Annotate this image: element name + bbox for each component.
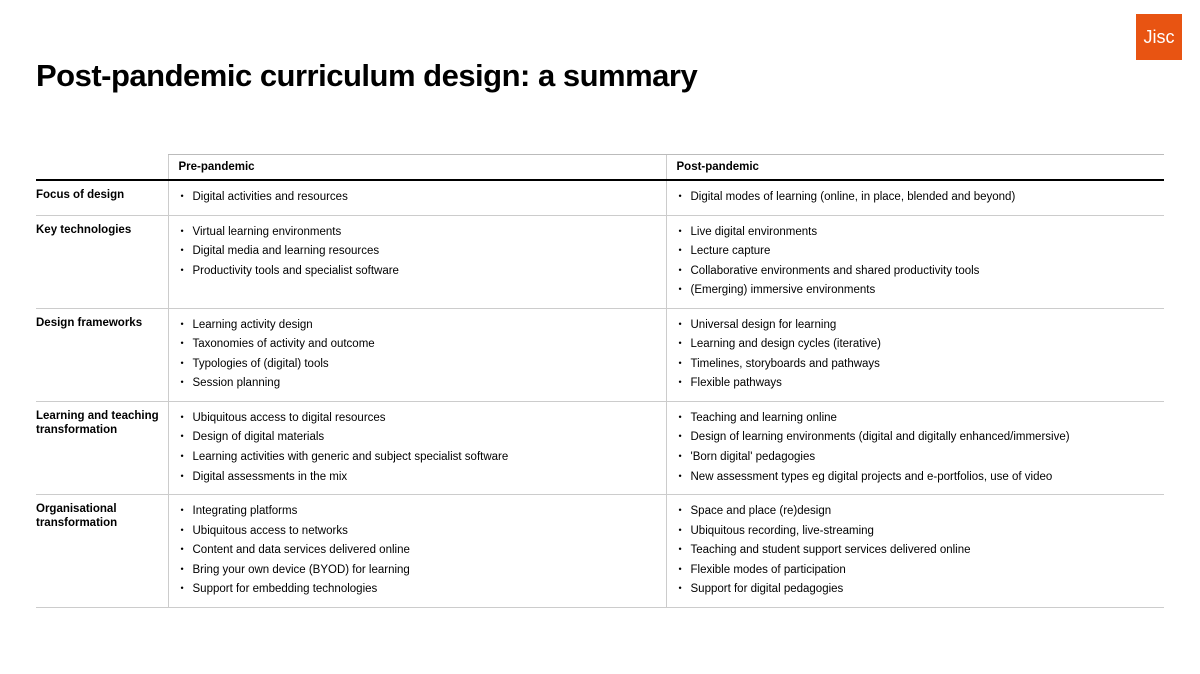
bullet-list: Space and place (re)designUbiquitous rec… — [677, 502, 1155, 600]
bullet-list: Digital activities and resources — [179, 188, 656, 208]
list-item: Bring your own device (BYOD) for learnin… — [179, 561, 656, 581]
list-item: Collaborative environments and shared pr… — [677, 262, 1155, 282]
table-corner — [36, 155, 168, 181]
list-item: (Emerging) immersive environments — [677, 281, 1155, 301]
list-item: Typologies of (digital) tools — [179, 355, 656, 375]
list-item: Flexible pathways — [677, 374, 1155, 394]
cell-pre: Ubiquitous access to digital resourcesDe… — [168, 401, 666, 494]
table-row: Key technologiesVirtual learning environ… — [36, 215, 1164, 308]
list-item: Universal design for learning — [677, 316, 1155, 336]
cell-post: Digital modes of learning (online, in pl… — [666, 180, 1164, 215]
list-item: Support for embedding technologies — [179, 580, 656, 600]
list-item: Support for digital pedagogies — [677, 580, 1155, 600]
bullet-list: Live digital environmentsLecture capture… — [677, 223, 1155, 301]
cell-pre: Learning activity designTaxonomies of ac… — [168, 308, 666, 401]
bullet-list: Teaching and learning onlineDesign of le… — [677, 409, 1155, 487]
list-item: Productivity tools and specialist softwa… — [179, 262, 656, 282]
row-header: Organisational transformation — [36, 495, 168, 608]
list-item: Digital assessments in the mix — [179, 468, 656, 488]
list-item: New assessment types eg digital projects… — [677, 468, 1155, 488]
list-item: Space and place (re)design — [677, 502, 1155, 522]
cell-post: Space and place (re)designUbiquitous rec… — [666, 495, 1164, 608]
bullet-list: Virtual learning environmentsDigital med… — [179, 223, 656, 282]
list-item: Digital media and learning resources — [179, 242, 656, 262]
bullet-list: Ubiquitous access to digital resourcesDe… — [179, 409, 656, 487]
list-item: Teaching and learning online — [677, 409, 1155, 429]
row-header: Focus of design — [36, 180, 168, 215]
table-row: Learning and teaching transformationUbiq… — [36, 401, 1164, 494]
brand-logo-text: Jisc — [1144, 27, 1175, 48]
list-item: Learning and design cycles (iterative) — [677, 335, 1155, 355]
table-row: Design frameworksLearning activity desig… — [36, 308, 1164, 401]
row-header: Design frameworks — [36, 308, 168, 401]
cell-post: Live digital environmentsLecture capture… — [666, 215, 1164, 308]
list-item: Ubiquitous recording, live-streaming — [677, 522, 1155, 542]
list-item: Timelines, storyboards and pathways — [677, 355, 1155, 375]
list-item: Learning activities with generic and sub… — [179, 448, 656, 468]
list-item: Lecture capture — [677, 242, 1155, 262]
list-item: Design of learning environments (digital… — [677, 428, 1155, 448]
list-item: Content and data services delivered onli… — [179, 541, 656, 561]
summary-table: Pre-pandemic Post-pandemic Focus of desi… — [36, 154, 1164, 608]
row-header: Learning and teaching transformation — [36, 401, 168, 494]
cell-pre: Digital activities and resources — [168, 180, 666, 215]
list-item: Virtual learning environments — [179, 223, 656, 243]
cell-pre: Integrating platformsUbiquitous access t… — [168, 495, 666, 608]
list-item: Live digital environments — [677, 223, 1155, 243]
list-item: 'Born digital' pedagogies — [677, 448, 1155, 468]
row-header: Key technologies — [36, 215, 168, 308]
list-item: Ubiquitous access to digital resources — [179, 409, 656, 429]
list-item: Learning activity design — [179, 316, 656, 336]
table-row: Focus of design Digital activities and re… — [36, 180, 1164, 215]
list-item: Taxonomies of activity and outcome — [179, 335, 656, 355]
bullet-list: Universal design for learningLearning an… — [677, 316, 1155, 394]
table-row: Organisational transformationIntegrating… — [36, 495, 1164, 608]
bullet-list: Integrating platformsUbiquitous access t… — [179, 502, 656, 600]
column-header-pre: Pre-pandemic — [168, 155, 666, 181]
list-item: Flexible modes of participation — [677, 561, 1155, 581]
list-item: Design of digital materials — [179, 428, 656, 448]
list-item: Integrating platforms — [179, 502, 656, 522]
list-item: Digital activities and resources — [179, 188, 656, 208]
cell-post: Universal design for learningLearning an… — [666, 308, 1164, 401]
brand-logo: Jisc — [1136, 14, 1182, 60]
cell-post: Teaching and learning onlineDesign of le… — [666, 401, 1164, 494]
list-item: Ubiquitous access to networks — [179, 522, 656, 542]
page-title: Post-pandemic curriculum design: a summa… — [36, 58, 1164, 94]
bullet-list: Learning activity designTaxonomies of ac… — [179, 316, 656, 394]
bullet-list: Digital modes of learning (online, in pl… — [677, 188, 1155, 208]
list-item: Teaching and student support services de… — [677, 541, 1155, 561]
column-header-post: Post-pandemic — [666, 155, 1164, 181]
list-item: Digital modes of learning (online, in pl… — [677, 188, 1155, 208]
list-item: Session planning — [179, 374, 656, 394]
cell-pre: Virtual learning environmentsDigital med… — [168, 215, 666, 308]
